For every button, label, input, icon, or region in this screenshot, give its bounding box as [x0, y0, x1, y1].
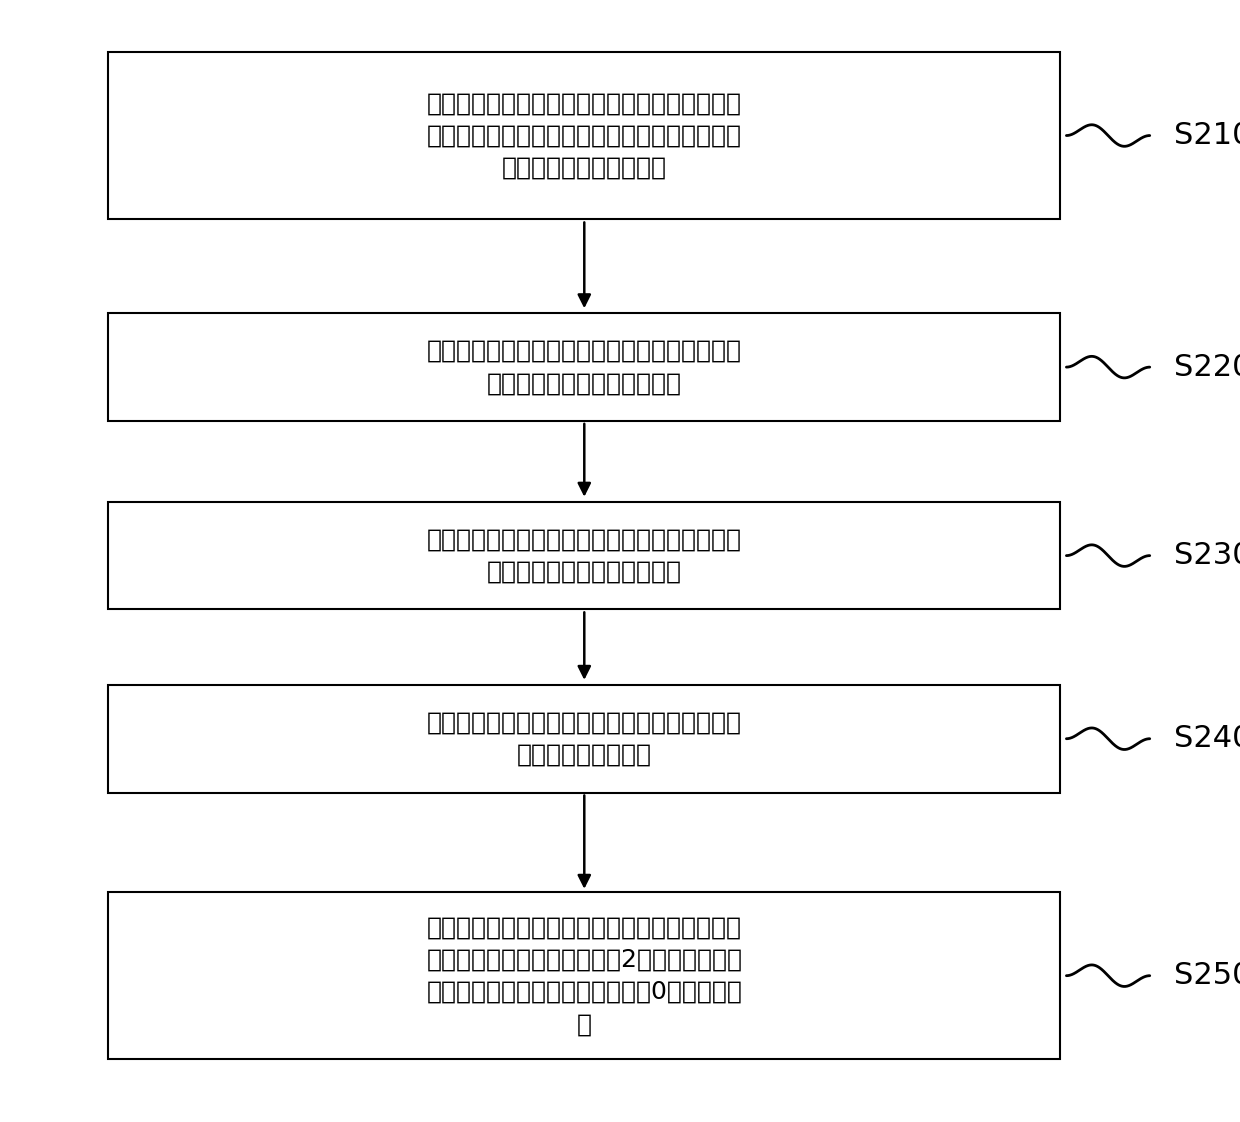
- Text: S230: S230: [1173, 541, 1240, 570]
- Bar: [108, 684, 1060, 792]
- Bar: [108, 313, 1060, 421]
- Text: 选取相邻塔式起重机三维结构图形旋转形成轨迹: 选取相邻塔式起重机三维结构图形旋转形成轨迹: [427, 527, 742, 551]
- Bar: [108, 52, 1060, 219]
- Text: S220: S220: [1173, 352, 1240, 381]
- Text: 计算第一坐标点集合中坐标点与第二坐标点集合: 计算第一坐标点集合中坐标点与第二坐标点集合: [427, 710, 742, 735]
- Text: 的坐标点作为第一坐标点集合: 的坐标点作为第一坐标点集合: [487, 371, 682, 395]
- Text: 选取三维激光扫描，获取与当前塔式起重机相邻: 选取三维激光扫描，获取与当前塔式起重机相邻: [427, 91, 742, 116]
- Text: 警: 警: [577, 1012, 591, 1036]
- Text: S240: S240: [1173, 724, 1240, 753]
- Text: 中坐标点之间的距离小于等于2个单位距离的数: 中坐标点之间的距离小于等于2个单位距离的数: [427, 948, 743, 972]
- Text: 的坐标点作为第二坐标点集合: 的坐标点作为第二坐标点集合: [487, 560, 682, 583]
- Bar: [108, 502, 1060, 609]
- Bar: [108, 892, 1060, 1059]
- Text: 中坐标点之间的距离: 中坐标点之间的距离: [517, 743, 652, 766]
- Text: S210: S210: [1173, 121, 1240, 150]
- Text: 标记第一坐标点集合中坐标点与第二坐标点集合: 标记第一坐标点集合中坐标点与第二坐标点集合: [427, 916, 742, 939]
- Text: S250: S250: [1173, 962, 1240, 991]
- Text: 选取当前塔式起重机三维结构图形旋转形成轨迹: 选取当前塔式起重机三维结构图形旋转形成轨迹: [427, 339, 742, 362]
- Text: 量，并在标记的坐标点的数量大于0时，发出预: 量，并在标记的坐标点的数量大于0时，发出预: [427, 980, 743, 1004]
- Text: 座中心为旋转点进行旋转: 座中心为旋转点进行旋转: [502, 156, 667, 180]
- Text: 的相邻塔式起重机的三维结构图形，并以各自底: 的相邻塔式起重机的三维结构图形，并以各自底: [427, 123, 742, 147]
